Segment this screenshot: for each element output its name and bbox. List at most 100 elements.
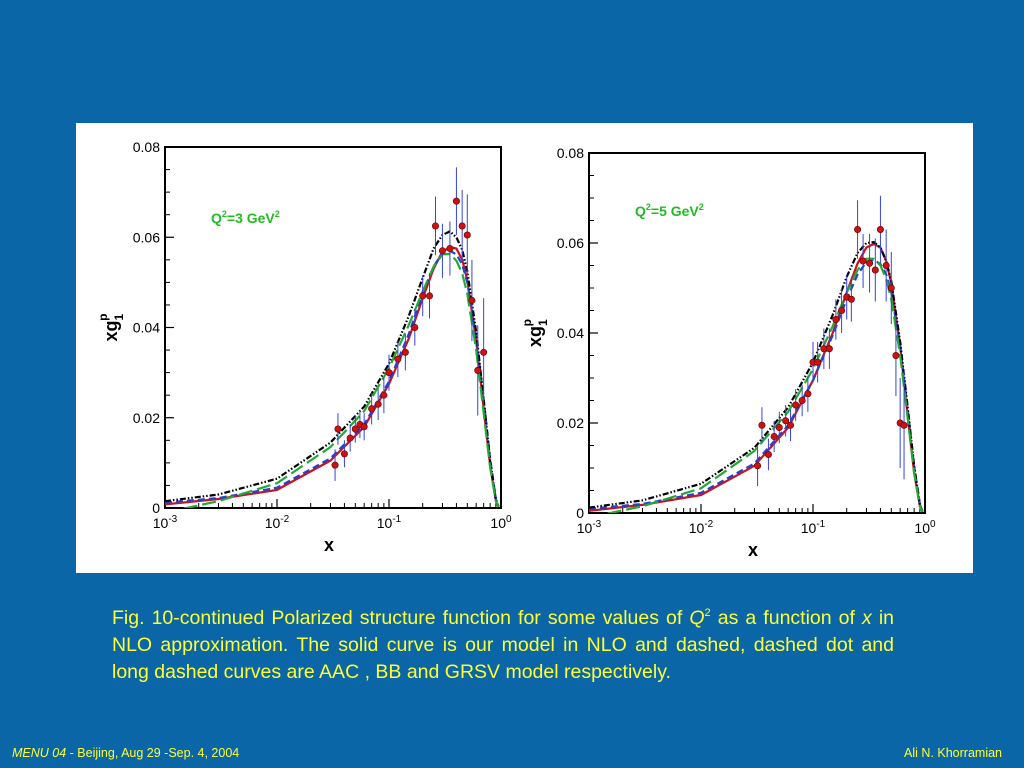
y-tick-label: 0.04 (133, 320, 160, 336)
y-axis-label: xg1p (96, 313, 126, 341)
data-point (804, 390, 812, 398)
data-point (452, 197, 460, 205)
data-point (468, 296, 476, 304)
data-point (431, 222, 439, 230)
data-point (854, 226, 862, 234)
caption-prefix: Fig. 10-continued Polarized structure fu… (112, 607, 690, 629)
caption-suffix: in NLO approximation. The solid curve is… (112, 607, 894, 683)
data-point (446, 245, 454, 253)
curves (165, 230, 500, 508)
data-point (775, 423, 783, 431)
q2-annotation-exp: 2 (646, 202, 651, 212)
curves (589, 241, 924, 513)
x-tick-exponent: -3 (592, 519, 601, 530)
data-point (480, 348, 488, 356)
x-tick-base: 10 (153, 515, 169, 531)
data-point (882, 262, 890, 270)
data-point (331, 461, 339, 469)
y-tick-label: 0.06 (557, 235, 584, 251)
data-point (368, 405, 376, 413)
data-point (351, 425, 359, 433)
footer-event: MENU 04 - Beijing, Aug 29 -Sep. 4, 2004 (12, 746, 239, 760)
x-tick-label: 100 (490, 514, 512, 531)
x-tick-exponent: 0 (506, 514, 512, 525)
data-point (900, 421, 908, 429)
data-points (754, 195, 908, 486)
x-tick-exponent: -3 (168, 514, 177, 525)
data-point (770, 432, 778, 440)
y-tick-label: 0 (152, 500, 160, 516)
data-point (792, 401, 800, 409)
data-point (814, 358, 822, 366)
y-tick-label: 0.02 (133, 410, 160, 426)
data-point (754, 462, 762, 470)
x-tick-exponent: -2 (280, 514, 289, 525)
data-point (360, 423, 368, 431)
series-line-our_model (165, 246, 500, 508)
data-point (458, 222, 466, 230)
caption-x-symbol: x (862, 607, 872, 629)
x-tick-base: 10 (490, 515, 506, 531)
footer-event-name: MENU 04 (12, 746, 67, 760)
data-point (825, 345, 833, 353)
x-tick-label: 10-1 (801, 519, 826, 536)
q2-annotation-exp: 2 (222, 209, 227, 219)
figure-panel: 0 0.02 0.04 0.06 0.08 10-3 10-2 10-1 100 x xg1p Q2=… (76, 123, 973, 573)
data-point (334, 425, 342, 433)
caption-q-symbol: Q (689, 607, 705, 629)
q2-annotation: Q2=3 GeV2 (211, 209, 280, 226)
y-axis-label-base: xg (525, 326, 545, 347)
data-point (426, 292, 434, 300)
q2-annotation-base: Q (211, 210, 222, 226)
data-point (385, 369, 393, 377)
data-point (887, 284, 895, 292)
y-tick-label: 0.06 (133, 229, 160, 245)
q2-annotation-mid: =5 GeV (651, 203, 700, 219)
x-tick-label: 100 (914, 519, 936, 536)
data-point (474, 366, 482, 374)
series-line-aac (165, 249, 500, 507)
data-point (411, 324, 419, 332)
data-point (859, 257, 867, 265)
series-line-grsv (605, 257, 924, 513)
x-tick-base: 10 (914, 520, 930, 536)
data-point (764, 450, 772, 458)
data-point (798, 396, 806, 404)
caption-q-exponent: 2 (704, 607, 711, 619)
data-point (758, 421, 766, 429)
footer-author: Ali N. Khorramian (904, 746, 1002, 760)
y-tick-label: 0.08 (557, 145, 584, 161)
y-tick-label: 0.04 (557, 325, 584, 341)
series-line-bb (589, 241, 924, 512)
q2-annotation: Q2=5 GeV2 (635, 202, 704, 219)
x-tick-base: 10 (689, 520, 705, 536)
series-line-aac (589, 258, 924, 512)
x-tick-base: 10 (801, 520, 817, 536)
x-tick-label: 10-2 (265, 514, 290, 531)
footer-place-date: - Beijing, Aug 29 -Sep. 4, 2004 (66, 746, 240, 760)
x-tick-exponent: -1 (392, 514, 401, 525)
data-point (380, 391, 388, 399)
series-line-grsv (180, 252, 500, 508)
q2-annotation-base: Q (635, 203, 646, 219)
data-point (847, 295, 855, 303)
data-point (838, 307, 846, 315)
y-tick-label: 0 (576, 505, 584, 521)
data-point (438, 247, 446, 255)
y-tick-label: 0.08 (133, 139, 160, 155)
x-axis-label: x (748, 540, 758, 560)
y-axis-label: xg1p (520, 319, 550, 347)
y-axis-label-subscript: 1 (536, 319, 550, 326)
caption-middle: as a function of (710, 607, 862, 629)
data-point (340, 450, 348, 458)
y-tick-label: 0.02 (557, 415, 584, 431)
data-point (463, 231, 471, 239)
data-point (787, 421, 795, 429)
q2-annotation-exp: 2 (699, 202, 704, 212)
y-axis-label-superscript: p (520, 319, 534, 326)
data-point (892, 352, 900, 360)
y-axis-label-base: xg (101, 321, 121, 342)
data-point (374, 400, 382, 408)
